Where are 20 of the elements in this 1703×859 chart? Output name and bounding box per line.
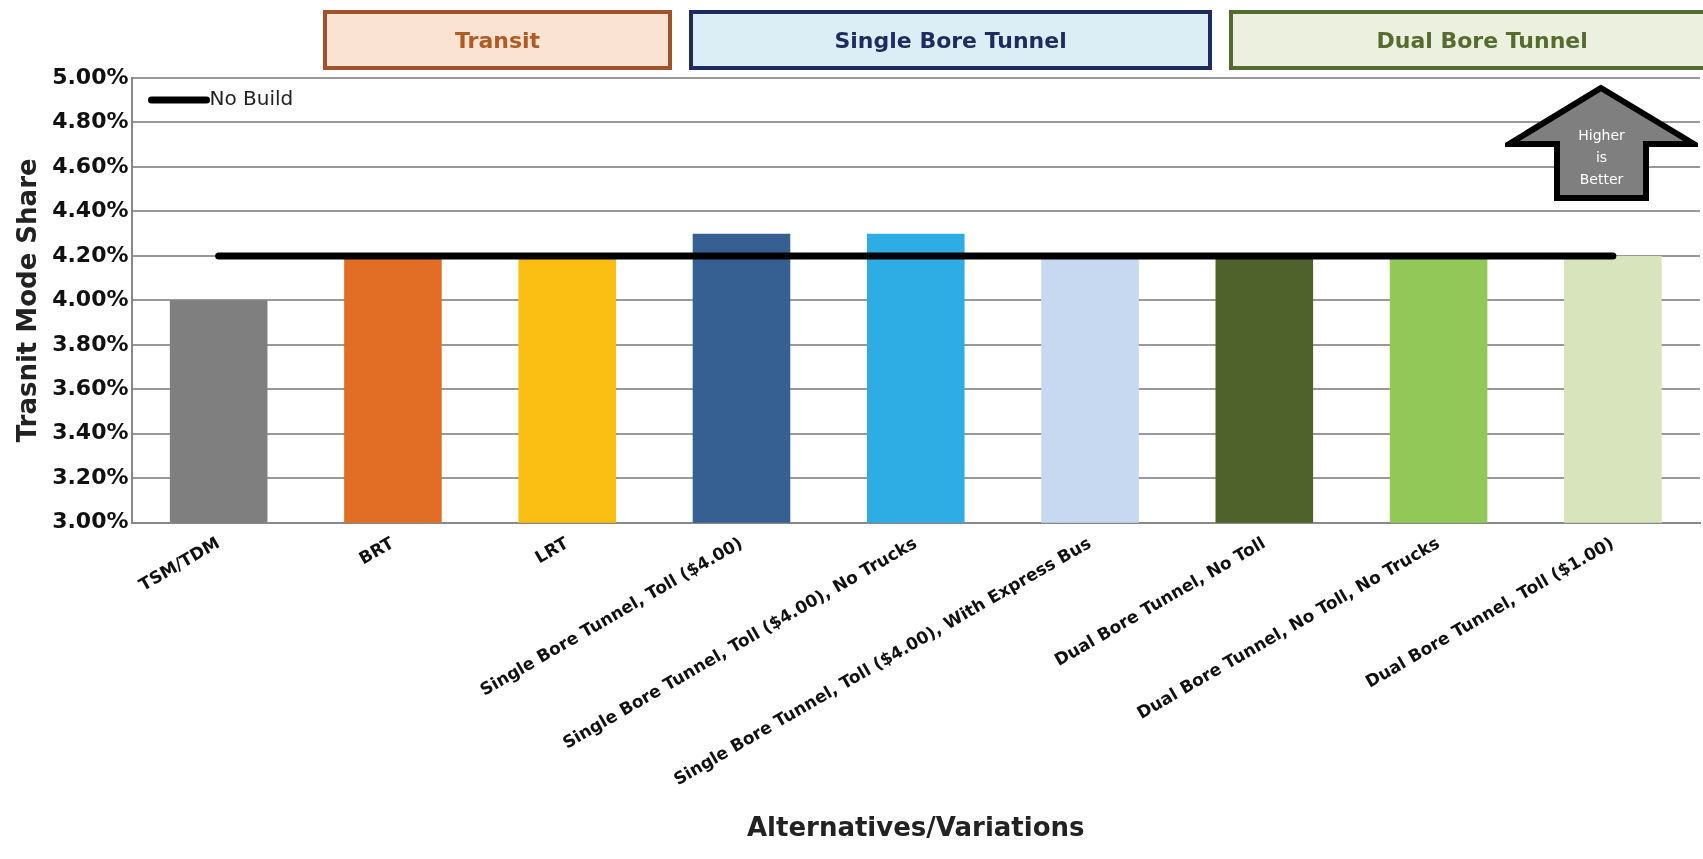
y-tick-label: 3.40% xyxy=(52,419,129,445)
y-tick-label: 5.00% xyxy=(52,63,129,89)
y-tick-label: 3.20% xyxy=(52,463,129,489)
y-tick-label: 3.80% xyxy=(52,330,129,356)
y-tick-label: 4.60% xyxy=(52,152,129,178)
y-tick-label: 4.40% xyxy=(52,197,129,223)
annotation: Higher is Better xyxy=(1577,126,1626,189)
y-axis-title: Trasnit Mode Share xyxy=(12,158,43,443)
y-tick-label: 4.20% xyxy=(52,241,129,267)
legend-label: No Build xyxy=(209,86,294,111)
y-tick-label: 3.60% xyxy=(52,375,129,401)
y-tick-label: 4.00% xyxy=(52,286,129,312)
text: Dual Bore Tunnel xyxy=(1229,10,1703,70)
text: Single Bore Tunnel xyxy=(689,10,1213,70)
x-tick-label: BRT xyxy=(355,532,398,569)
x-axis-title: Alternatives/Variations xyxy=(746,812,1085,843)
y-tick-label: 4.80% xyxy=(52,108,129,134)
x-tick-label: LRT xyxy=(531,532,572,568)
text: Transit xyxy=(323,10,672,70)
y-tick-label: 3.00% xyxy=(52,508,129,534)
